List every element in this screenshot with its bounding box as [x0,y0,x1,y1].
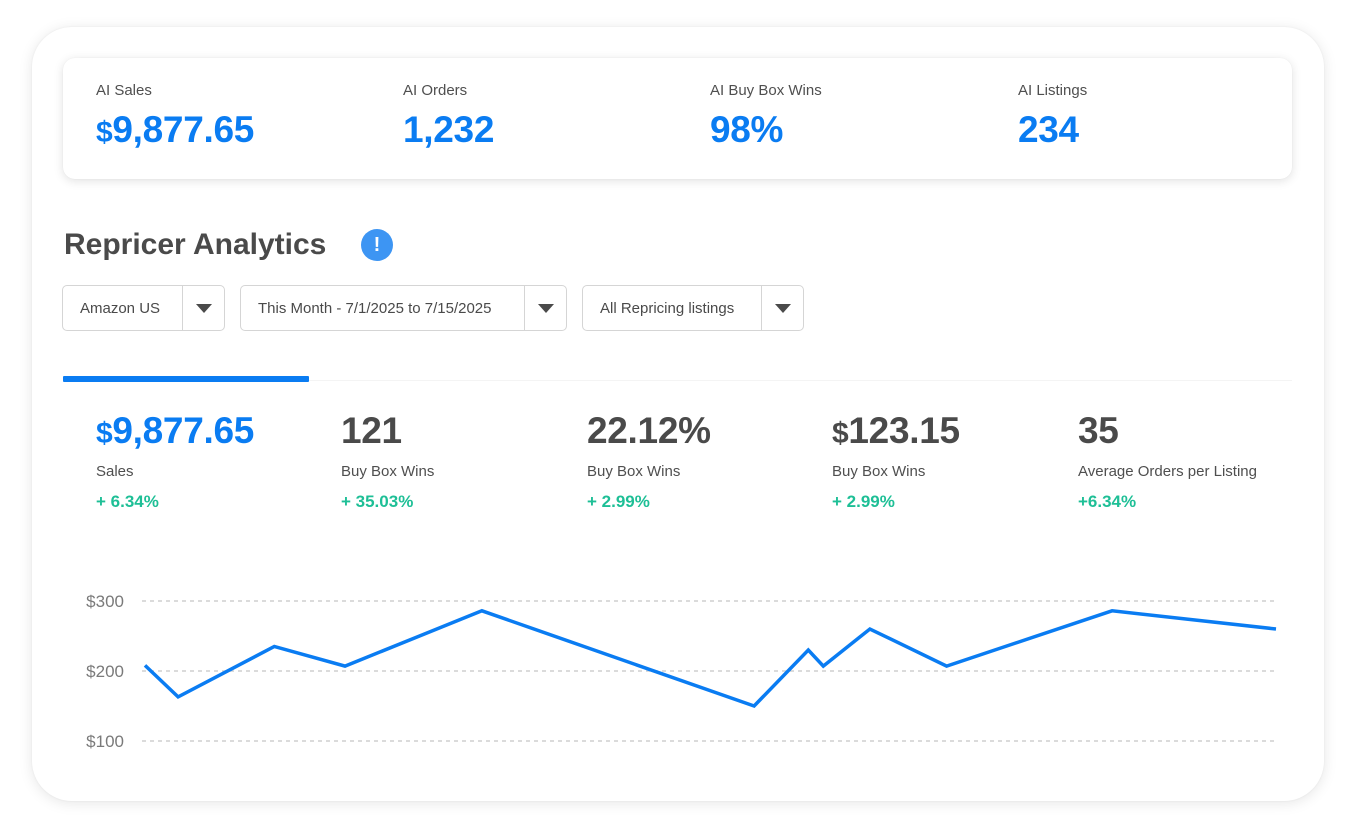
caret-down-icon [195,303,212,313]
metric-label: Average Orders per Listing [1078,463,1257,480]
metric-number: 123.15 [848,410,960,451]
metric-change: + 2.99% [587,492,650,511]
date-range-dropdown[interactable]: This Month - 7/1/2025 to 7/15/2025 [240,285,567,331]
metric-number: 121 [341,410,402,451]
kpi-ai-sales: AI Sales $9,877.65 [96,82,254,153]
kpi-ai-listings: AI Listings 234 [1018,82,1087,153]
listings-selected-value: All Repricing listings [600,299,735,317]
metric-value: 121 [341,410,434,455]
caret-down-icon [774,303,791,313]
kpi-value: 234 [1018,110,1087,153]
metric-value: $9,877.65 [96,410,254,455]
active-tab-indicator [63,376,309,382]
y-tick-label: $200 [86,662,124,681]
currency-symbol: $ [96,417,113,450]
marketplace-selected-value: Amazon US [80,299,161,317]
metric-tab-buy-box-value[interactable]: $123.15 Buy Box Wins + 2.99% [832,410,960,512]
metric-label: Sales [96,463,134,480]
metric-change: + 35.03% [341,492,414,511]
currency-symbol: $ [96,116,113,149]
caret-down-icon [537,303,554,313]
kpi-value: 1,232 [403,110,494,153]
kpi-ai-buy-box-wins: AI Buy Box Wins 98% [710,82,822,153]
metric-tabs-divider [63,380,1292,381]
marketplace-dropdown-toggle[interactable] [182,286,224,330]
kpi-ai-orders: AI Orders 1,232 [403,82,494,153]
metric-value: $123.15 [832,410,960,455]
metric-change: + 2.99% [832,492,895,511]
ai-kpi-summary-panel: AI Sales $9,877.65 AI Orders 1,232 AI Bu… [63,58,1292,179]
kpi-value: $9,877.65 [96,110,254,153]
section-title: Repricer Analytics [64,228,327,261]
kpi-label: AI Buy Box Wins [710,82,822,99]
date-range-dropdown-toggle[interactable] [524,286,566,330]
kpi-value: 98% [710,110,822,153]
kpi-label: AI Listings [1018,82,1088,99]
currency-symbol: $ [832,417,849,450]
metric-number: 35 [1078,410,1119,451]
marketplace-dropdown[interactable]: Amazon US [62,285,225,331]
metric-change: + 6.34% [96,492,159,511]
metric-value: 35 [1078,410,1257,455]
metric-tab-sales[interactable]: $9,877.65 Sales + 6.34% [96,410,254,512]
kpi-number: 98% [710,109,784,150]
metric-tab-buy-box-percent[interactable]: 22.12% Buy Box Wins + 2.99% [587,410,711,512]
metric-number: 9,877.65 [112,410,255,451]
listings-dropdown-toggle[interactable] [761,286,803,330]
metric-label: Buy Box Wins [832,463,926,480]
y-tick-label: $300 [86,592,124,611]
kpi-number: 9,877.65 [112,109,255,150]
metric-number: 22.12% [587,410,711,451]
metric-tab-buy-box-wins[interactable]: 121 Buy Box Wins + 35.03% [341,410,434,512]
kpi-number: 234 [1018,109,1079,150]
metric-value: 22.12% [587,410,711,455]
date-range-selected-value: This Month - 7/1/2025 to 7/15/2025 [258,299,492,317]
kpi-label: AI Orders [403,82,468,99]
metric-label: Buy Box Wins [341,463,435,480]
metric-label: Buy Box Wins [587,463,681,480]
metric-change: +6.34% [1078,492,1137,511]
kpi-label: AI Sales [96,82,152,99]
listings-filter-dropdown[interactable]: All Repricing listings [582,285,804,331]
metric-tab-average-orders[interactable]: 35 Average Orders per Listing +6.34% [1078,410,1257,512]
sales-series-line [143,608,1277,709]
kpi-number: 1,232 [403,109,495,150]
exclamation-info-icon[interactable]: ! [361,229,393,261]
sales-line-chart: $300 $200 $100 [86,592,1277,751]
y-tick-label: $100 [86,732,124,751]
